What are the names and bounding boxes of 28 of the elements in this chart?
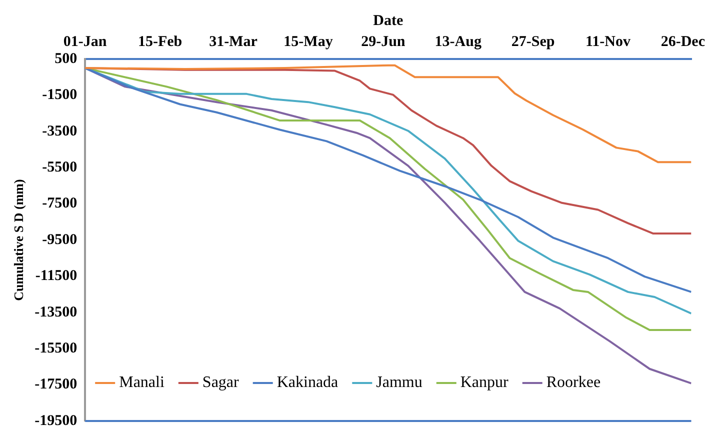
y-tick-label: -9500 bbox=[42, 232, 78, 248]
x-tick-label: 01-Jan bbox=[63, 34, 108, 50]
y-tick-label: -19500 bbox=[34, 412, 78, 429]
y-tick-label: -3500 bbox=[42, 123, 78, 140]
x-tick-label: 27-Sep bbox=[511, 34, 555, 50]
y-tick-label: -1500 bbox=[42, 87, 78, 104]
legend-label: Roorkee bbox=[546, 374, 601, 392]
x-tick-label: 15-May bbox=[284, 34, 334, 50]
x-tick-label: 11-Nov bbox=[585, 34, 631, 50]
y-axis-title: Cumulative S D (mm) bbox=[11, 179, 26, 301]
legend-label: Kanpur bbox=[460, 374, 510, 392]
legend-label: Sagar bbox=[202, 374, 240, 392]
y-tick-label: -13500 bbox=[34, 304, 78, 320]
x-tick-label: 15-Feb bbox=[138, 34, 182, 50]
x-tick-label: 13-Aug bbox=[434, 34, 482, 50]
y-tick-label: -5500 bbox=[42, 159, 78, 176]
x-tick-label: 29-Jun bbox=[361, 34, 406, 50]
y-tick-label: 500 bbox=[54, 50, 78, 67]
legend-label: Jammu bbox=[376, 374, 422, 392]
y-tick-label: -7500 bbox=[42, 196, 78, 212]
y-tick-label: -11500 bbox=[35, 268, 78, 284]
y-tick-label: -15500 bbox=[34, 340, 78, 356]
x-axis-title: Date bbox=[373, 12, 404, 29]
x-tick-label: 26-Dec bbox=[660, 34, 706, 50]
legend-label: Kakinada bbox=[276, 374, 338, 392]
y-tick-label: -17500 bbox=[34, 376, 78, 393]
x-tick-label: 31-Mar bbox=[209, 34, 258, 50]
legend-label: Manali bbox=[119, 374, 165, 392]
